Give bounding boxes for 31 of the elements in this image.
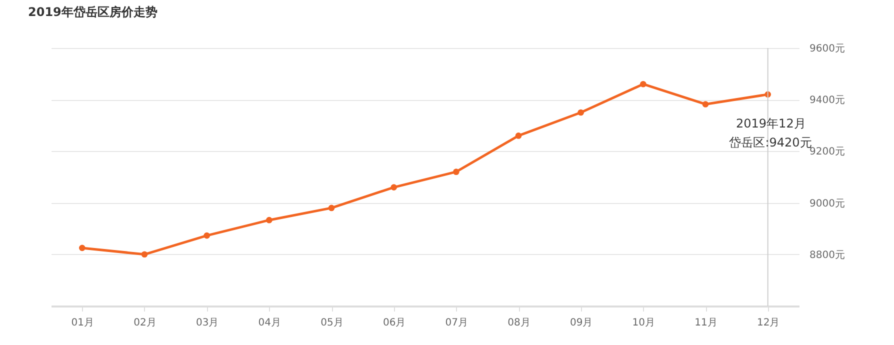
- annotation: 岱岳区:9420元: [729, 135, 812, 150]
- point: [328, 204, 335, 212]
- point: [266, 216, 272, 224]
- point: [204, 232, 210, 239]
- x-tick-label: 01月: [71, 318, 94, 328]
- y-tick-label: 9000元: [810, 198, 845, 210]
- x-tick-label: 05月: [320, 318, 344, 328]
- y-tick-label: 9600元: [810, 44, 845, 54]
- point: [578, 109, 584, 116]
- point: [702, 101, 709, 108]
- x-tick-label: 09月: [570, 318, 593, 328]
- point: [141, 251, 148, 258]
- x-tick-label: 11月: [694, 318, 718, 328]
- point: [453, 168, 460, 175]
- chart-title: 2019年岱岳区房价走势: [28, 5, 158, 19]
- x-tick-label: 06月: [382, 318, 406, 328]
- point: [640, 80, 646, 88]
- y-tick-label: 9200元: [810, 146, 845, 158]
- x-tick-label: 12月: [756, 318, 780, 328]
- y-tick-label: 8800元: [810, 250, 845, 261]
- annotation: 2019年12月: [736, 116, 806, 130]
- point: [79, 244, 86, 252]
- x-tick-label: 10月: [632, 318, 656, 328]
- point: [390, 184, 397, 190]
- point: [515, 132, 522, 139]
- x-tick-label: 08月: [508, 318, 530, 328]
- y-tick-label: 9400元: [810, 95, 845, 106]
- x-tick-label: 04月: [258, 318, 282, 328]
- x-tick-label: 07月: [445, 318, 468, 328]
- x-tick-label: 03月: [196, 318, 219, 328]
- x-tick-label: 02月: [134, 318, 156, 328]
